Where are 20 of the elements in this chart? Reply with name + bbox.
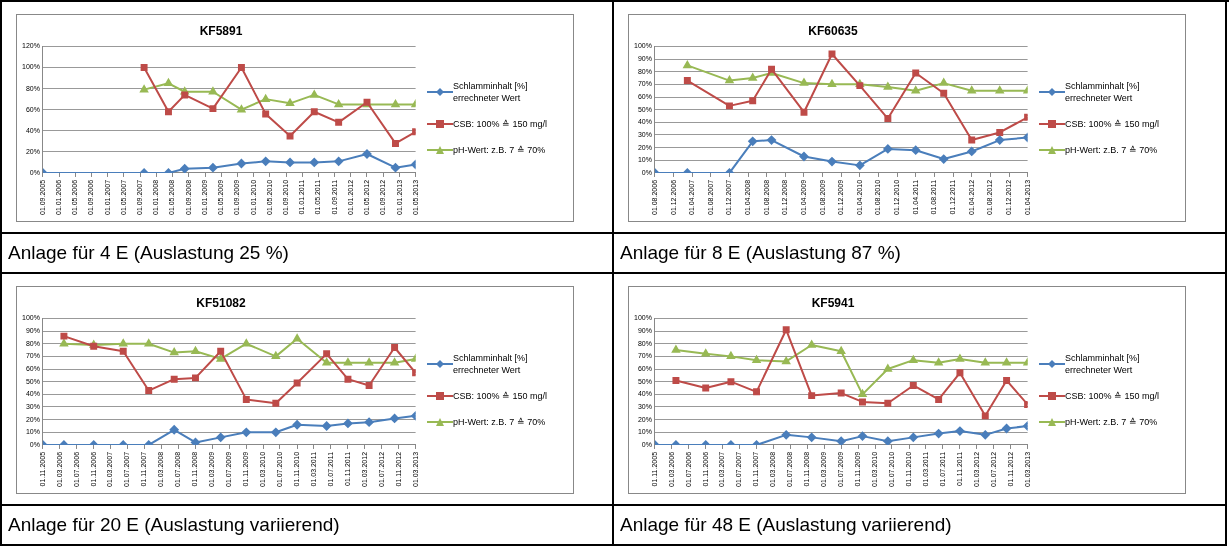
legend-label: Schlamminhalt [%] errechneter Wert	[453, 80, 529, 104]
text: Anlage für 4 E (Auslastung 25 %)	[8, 241, 290, 265]
chart-title: KF60635	[808, 23, 858, 38]
legend-label: pH-Wert: z.B. 7 ≙ 70%	[1065, 144, 1158, 156]
legend-label: pH-Wert: z.B. 7 ≙ 70%	[453, 144, 546, 156]
legend-label: Schlamminhalt [%] errechneter Wert	[1065, 352, 1141, 376]
legend-label: CSB: 100% ≙ 150 mg/l	[453, 118, 548, 130]
legend-label: CSB: 100% ≙ 150 mg/l	[1065, 118, 1160, 130]
chart-title: KF5891	[199, 23, 243, 38]
chart-title: KF5941	[811, 295, 855, 310]
chart-title: KF51082	[196, 295, 246, 310]
legend-label: CSB: 100% ≙ 150 mg/l	[1065, 390, 1160, 402]
text: Anlage für 8 E (Auslastung 87 %)	[620, 241, 902, 265]
legend-label: pH-Wert: z.B. 7 ≙ 70%	[453, 416, 546, 428]
text: Anlage für 20 E (Auslastung variierend)	[8, 513, 341, 537]
text: Anlage für 48 E (Auslastung variierend)	[620, 513, 953, 537]
legend-label: pH-Wert: z.B. 7 ≙ 70%	[1065, 416, 1158, 428]
legend-label: Schlamminhalt [%] errechneter Wert	[453, 352, 529, 376]
legend-label: Schlamminhalt [%] errechneter Wert	[1065, 80, 1141, 104]
legend-label: CSB: 100% ≙ 150 mg/l	[453, 390, 548, 402]
